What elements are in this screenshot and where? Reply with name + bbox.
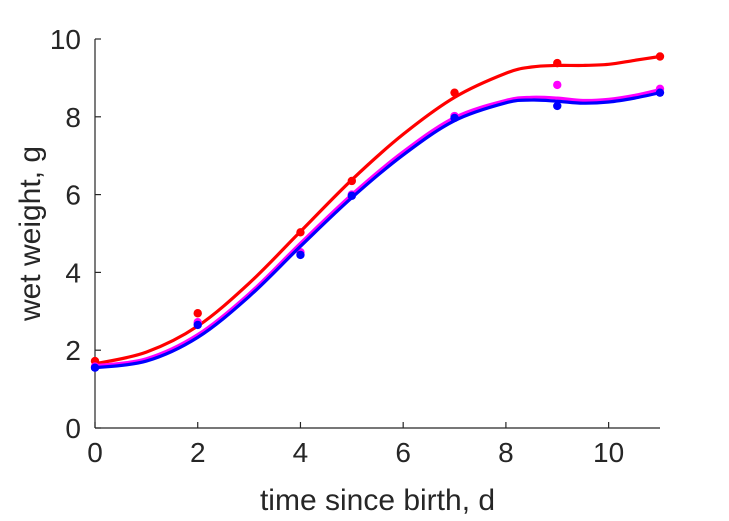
- series: [90, 52, 665, 372]
- data-point: [347, 176, 357, 186]
- x-tick-label: 2: [190, 437, 206, 468]
- y-tick-label: 0: [65, 413, 81, 444]
- series-line: [93, 87, 662, 368]
- data-point: [553, 80, 562, 90]
- data-point: [655, 52, 665, 61]
- y-tick-label: 10: [50, 24, 81, 55]
- data-point: [553, 101, 562, 111]
- x-axis-label: time since birth, d: [260, 484, 495, 517]
- series-line: [93, 91, 662, 370]
- series-1: [90, 80, 665, 371]
- data-point: [90, 363, 100, 372]
- x-tick-label: 6: [395, 437, 411, 468]
- data-point: [553, 58, 562, 68]
- x-tick-label: 8: [498, 437, 514, 468]
- x-tick-label: 0: [87, 437, 103, 468]
- data-point: [450, 113, 459, 123]
- y-tick-label: 8: [65, 102, 81, 133]
- data-point: [193, 309, 202, 318]
- series-line: [93, 54, 662, 366]
- data-point: [296, 250, 305, 260]
- series-2: [90, 88, 665, 372]
- y-axis-label: wet weight, g: [14, 146, 47, 322]
- data-point: [296, 228, 305, 237]
- x-tick-label: 10: [593, 437, 624, 468]
- data-point: [347, 191, 357, 200]
- data-point: [450, 88, 459, 97]
- data-point: [193, 320, 202, 330]
- y-tick-label: 4: [65, 257, 81, 288]
- y-tick-label: 6: [65, 180, 81, 211]
- data-point: [655, 88, 665, 97]
- y-tick-label: 2: [65, 335, 81, 366]
- x-tick-label: 4: [293, 437, 309, 468]
- ticks: 0 2 4 6 8 10 0 2 4 6 8 10: [50, 24, 624, 468]
- axes: [94, 39, 660, 429]
